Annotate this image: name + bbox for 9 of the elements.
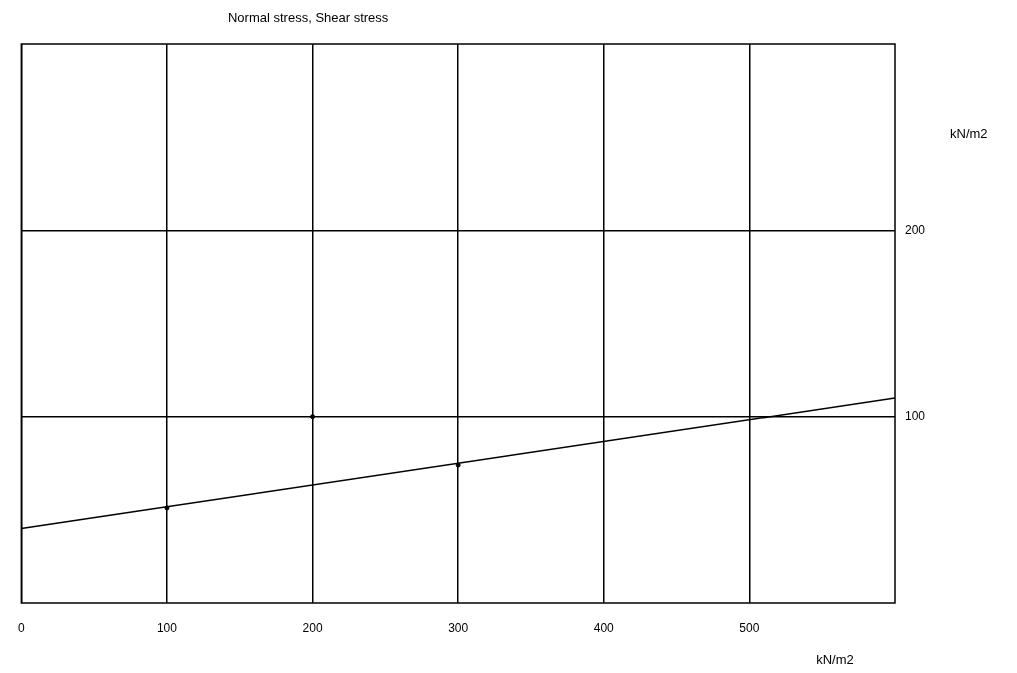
chart-title: Normal stress, Shear stress bbox=[227, 9, 389, 25]
x-tick-label: 500 bbox=[739, 620, 760, 635]
x-axis-title: kN/m2 bbox=[816, 651, 854, 667]
x-tick-label: 400 bbox=[593, 620, 615, 635]
x-tick-label: 200 bbox=[302, 620, 323, 635]
y-axis-title: kN/m2 bbox=[950, 125, 988, 141]
x-tick-label: 300 bbox=[448, 620, 469, 635]
x-tick-label: 100 bbox=[156, 620, 178, 635]
x-tick-label: 0 bbox=[17, 620, 25, 635]
